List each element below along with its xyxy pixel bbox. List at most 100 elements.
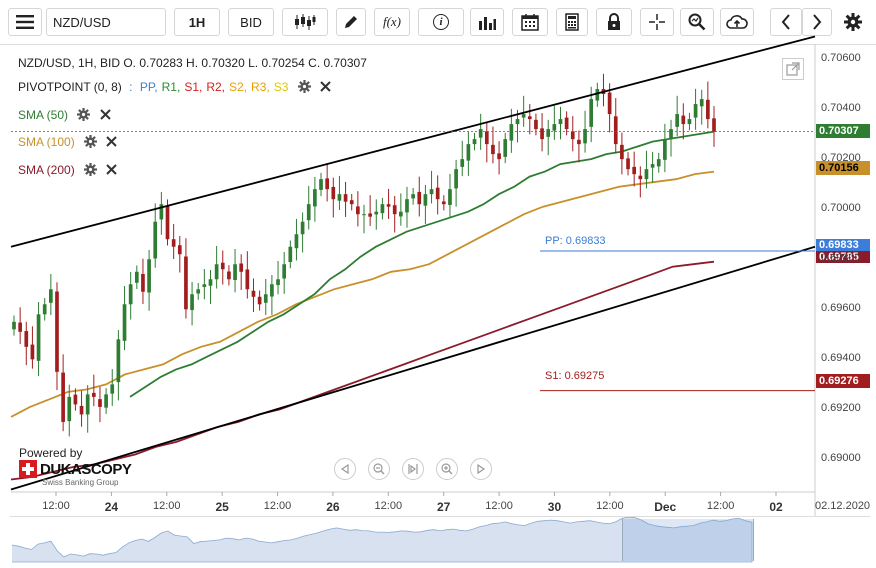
sma200-price-label: 0.69785 [816,251,870,263]
candle-body [497,153,501,160]
calculator-button[interactable] [556,8,588,36]
candle-body [30,344,35,360]
candle-body [159,204,164,220]
chart-type-button[interactable] [282,8,328,36]
candle-body [595,89,600,101]
candle-body [319,179,323,190]
scroll-left-button[interactable] [770,8,802,36]
candle-body [196,289,201,294]
candle-body [122,304,127,341]
candle-body [368,213,372,217]
candle-body [282,264,287,279]
candle-body [466,144,471,161]
sma100-label: SMA (100) [18,135,75,150]
pivot-settings-icon[interactable] [297,80,311,96]
lock-button[interactable] [596,8,632,36]
zoom-button[interactable] [680,8,714,36]
crosshair-button[interactable] [640,8,674,36]
symbol-select[interactable]: NZD/USD [46,8,166,36]
x-tick-label: Dec [654,500,677,514]
dukascopy-logo: DUKASCOPY [19,460,132,478]
x-tick-label: 12:00 [706,500,735,512]
scroll-right-button[interactable] [802,8,832,36]
navigator-line [11,516,753,563]
candle-body [540,128,544,140]
calendar-button[interactable] [512,8,548,36]
pivot-item-0: PP, [139,80,158,95]
nav-back-button[interactable] [334,458,356,480]
x-tick-label: 12:00 [374,500,403,512]
y-tick-label: 0.69400 [821,352,861,365]
bar-chart-icon [479,17,496,30]
candle-body [128,284,133,305]
nav-zoom-in-button[interactable] [436,458,458,480]
nav-zoom-out-button[interactable] [368,458,390,480]
volume-button[interactable] [470,8,504,36]
candle-body [325,178,329,190]
sma50-settings-icon[interactable] [77,108,91,124]
candle-body [202,284,207,288]
candle-body [675,114,679,127]
sma200-settings-icon[interactable] [84,163,98,179]
pivot-remove-icon[interactable] [320,81,331,95]
candle-body [104,394,108,408]
candle-body [669,129,673,139]
info-button[interactable]: i [418,8,464,36]
navigator-strip[interactable] [10,516,870,563]
x-tick-label: 12:00 [42,500,70,512]
popout-button[interactable] [782,58,804,80]
nav-forward-button[interactable] [470,458,492,480]
chevron-left-icon [781,14,790,30]
candle-body [165,205,170,240]
candle-body [116,339,121,383]
candle-body [12,321,16,330]
candle-body [411,194,415,199]
candle-body [491,144,495,155]
candle-body [42,304,47,315]
x-tick-label: 26 [326,500,340,514]
sma100-remove-icon[interactable] [106,136,118,150]
sma50-remove-icon[interactable] [99,109,111,123]
timeframe-select[interactable]: 1H [174,8,220,36]
sma100-settings-icon[interactable] [84,135,98,151]
candle-body [61,372,65,422]
cloud-upload-icon [726,15,748,29]
candle-body [546,129,551,137]
price-side-select[interactable]: BID [228,8,274,36]
cloud-upload-button[interactable] [720,8,754,36]
pivot-legend: PIVOTPOINT (0, 8) : PP, R1, S1, R2, S2, R3, S3 [18,80,331,96]
settings-button[interactable] [838,8,868,36]
menu-button[interactable] [8,8,42,36]
s1-annotation: S1: 0.69275 [545,370,605,382]
candle-body [392,205,397,215]
candle-body [712,118,716,132]
candle-body [184,256,188,310]
y-tick-label: 0.69000 [821,452,861,465]
draw-button[interactable] [336,8,366,36]
candle-body [55,291,59,372]
candle-body [693,104,698,118]
candle-body [141,274,145,292]
candle-body [110,384,115,394]
candle-body [294,234,299,249]
candle-body [147,259,151,293]
candle-body [577,139,581,145]
pivot-items: PP, R1, S1, R2, S2, R3, S3 [136,80,289,94]
timeframe-label: 1H [188,14,206,30]
channel-upper-line [10,35,816,248]
sma200-remove-icon[interactable] [106,164,118,178]
x-tick-label: 24 [104,500,119,514]
nav-reset-button[interactable] [402,458,424,480]
popout-icon [786,62,800,76]
triangle-left-icon [340,464,349,474]
candle-body [233,264,237,281]
logo-name: DUKASCOPY [40,460,132,478]
candle-body [85,394,90,415]
indicators-button[interactable]: f(x) [374,8,410,36]
navigator-window[interactable] [622,519,754,561]
y-tick-label: 0.70200 [821,152,861,165]
candle-body [687,119,692,125]
candle-body [650,164,655,168]
pivot-item-5: R3, [251,80,270,95]
